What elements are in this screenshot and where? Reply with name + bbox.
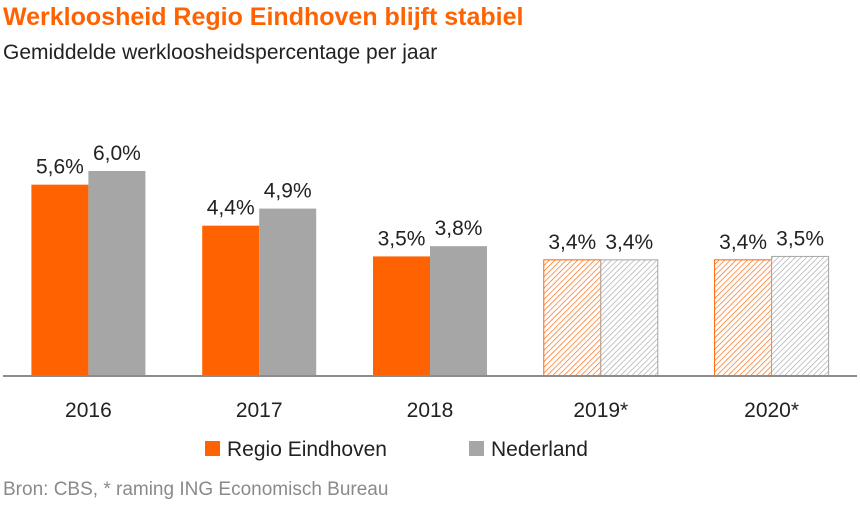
bar-nederland-2016 (88, 171, 146, 376)
chart-title: Werkloosheid Regio Eindhoven blijft stab… (3, 3, 524, 31)
data-label: 5,6% (36, 156, 84, 179)
data-label: 6,0% (93, 142, 141, 165)
legend-swatch-nederland (469, 441, 484, 456)
x-tick-label: 2017 (236, 399, 283, 422)
data-label: 3,8% (435, 217, 483, 240)
bar-regio-eindhoven-2016 (31, 184, 89, 376)
x-tick-label: 2018 (407, 399, 454, 422)
bar-nederland-2018 (430, 246, 487, 376)
data-label: 3,5% (378, 227, 426, 250)
data-label: 3,4% (605, 231, 653, 254)
data-label: 3,4% (719, 231, 767, 254)
data-label: 4,4% (207, 197, 255, 220)
data-label: 3,4% (548, 231, 596, 254)
bar-regio-eindhoven-2018 (373, 256, 430, 376)
source-note: Bron: CBS, * raming ING Economisch Burea… (3, 479, 389, 500)
x-tick-label: 2016 (65, 399, 112, 422)
bar-regio-eindhoven-2020 (714, 259, 773, 377)
x-tick-label: 2019* (573, 399, 628, 422)
legend-label-nederland: Nederland (491, 438, 588, 461)
legend-label-regio-eindhoven: Regio Eindhoven (227, 438, 387, 461)
bar-nederland-2019 (600, 259, 659, 377)
bar-regio-eindhoven-2017 (202, 225, 260, 376)
bar-nederland-2020 (771, 255, 830, 377)
bar-regio-eindhoven-2019 (543, 259, 602, 377)
chart-subtitle: Gemiddelde werkloosheidspercentage per j… (3, 41, 438, 64)
x-tick-label: 2020* (744, 399, 799, 422)
bar-nederland-2017 (259, 208, 317, 376)
legend-swatch-regio-eindhoven (205, 441, 220, 456)
data-label: 4,9% (264, 180, 312, 203)
data-label: 3,5% (776, 227, 824, 250)
